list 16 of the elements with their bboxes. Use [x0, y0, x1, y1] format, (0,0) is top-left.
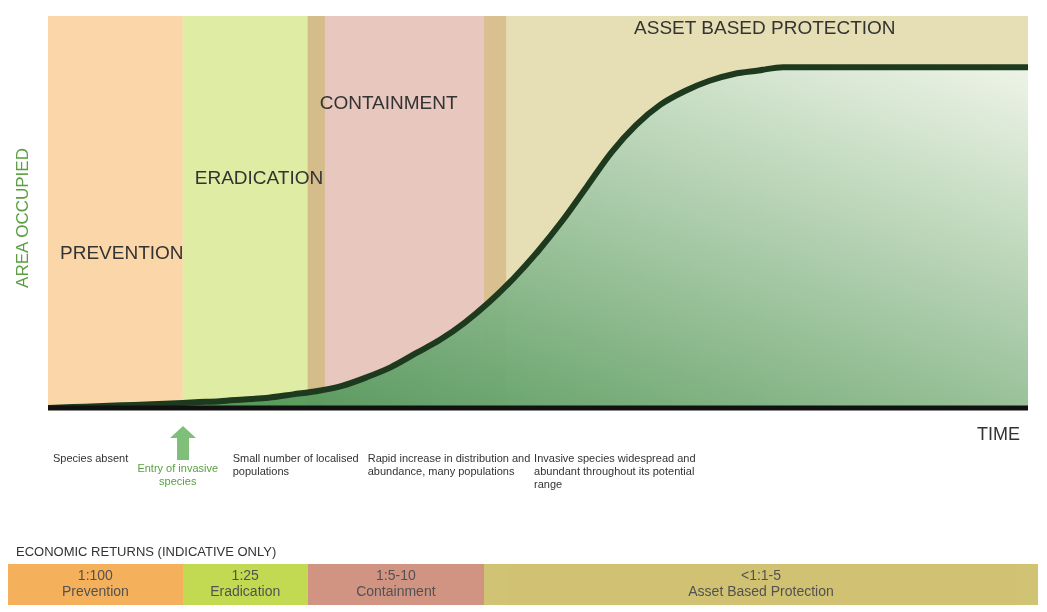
text: ASSET BASED PROTECTION [634, 17, 896, 39]
text: Invasive species widespread and abundant throughout its potential range [534, 452, 697, 491]
y-axis-title: AREA OCCUPIED [13, 148, 33, 288]
text: 1:100 Prevention [60, 567, 130, 599]
annotation: ERADICATION [194, 167, 324, 189]
annotation: PREVENTION [60, 242, 184, 264]
text: 1:25 Eradication [209, 567, 282, 599]
text: 1:5-10 Containment [355, 567, 437, 599]
text: <1:1-5 Asset Based Protection [687, 567, 835, 599]
text: Rapid increase in distribution and abundance, many populations [367, 452, 531, 477]
text: Small number of localised populations [232, 452, 359, 477]
text: Species absent [53, 452, 129, 464]
x-axis-title: TIME [977, 424, 1020, 444]
text: ECONOMIC RETURNS (INDICATIVE ONLY) [16, 544, 277, 559]
annotation: CONTAINMENT [319, 92, 459, 114]
text: Entry of invasive species [136, 461, 220, 488]
